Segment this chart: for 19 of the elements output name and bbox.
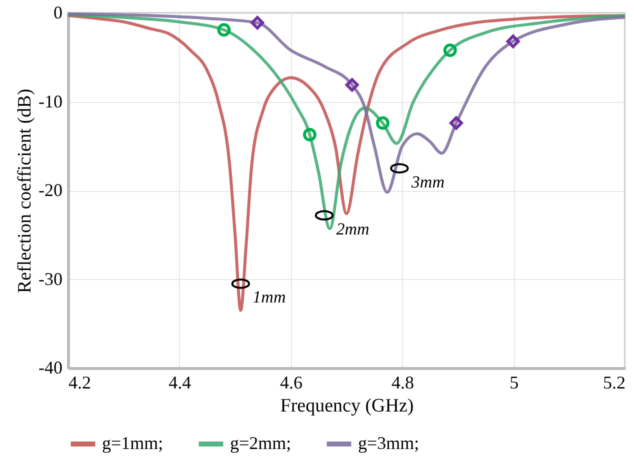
x-tick-label: 4.6 [280,372,303,392]
x-tick-label: 4.4 [168,372,192,392]
y-tick-label: -20 [38,180,62,200]
x-tick-label: 5 [510,372,519,392]
x-axis-title: Frequency (GHz) [280,396,414,416]
y-tick-label: -40 [38,358,62,378]
y-tick-label: -30 [38,268,62,289]
annotation: 1mm [252,288,286,307]
x-tick-label: 5.2 [603,372,626,392]
x-tick-label: 4.2 [68,372,91,392]
y-tick-label: -10 [38,91,62,112]
y-axis-title: Reflection coefficient (dB) [14,88,36,294]
annotation: 3mm [410,172,444,192]
legend-label: g=3mm; [358,433,420,453]
legend-label: g=2mm; [230,433,292,453]
x-tick-label: 4.8 [391,372,414,392]
annotation: 2mm [336,219,370,238]
legend-label: g=1mm; [102,433,164,453]
y-tick-label: 0 [54,2,62,22]
